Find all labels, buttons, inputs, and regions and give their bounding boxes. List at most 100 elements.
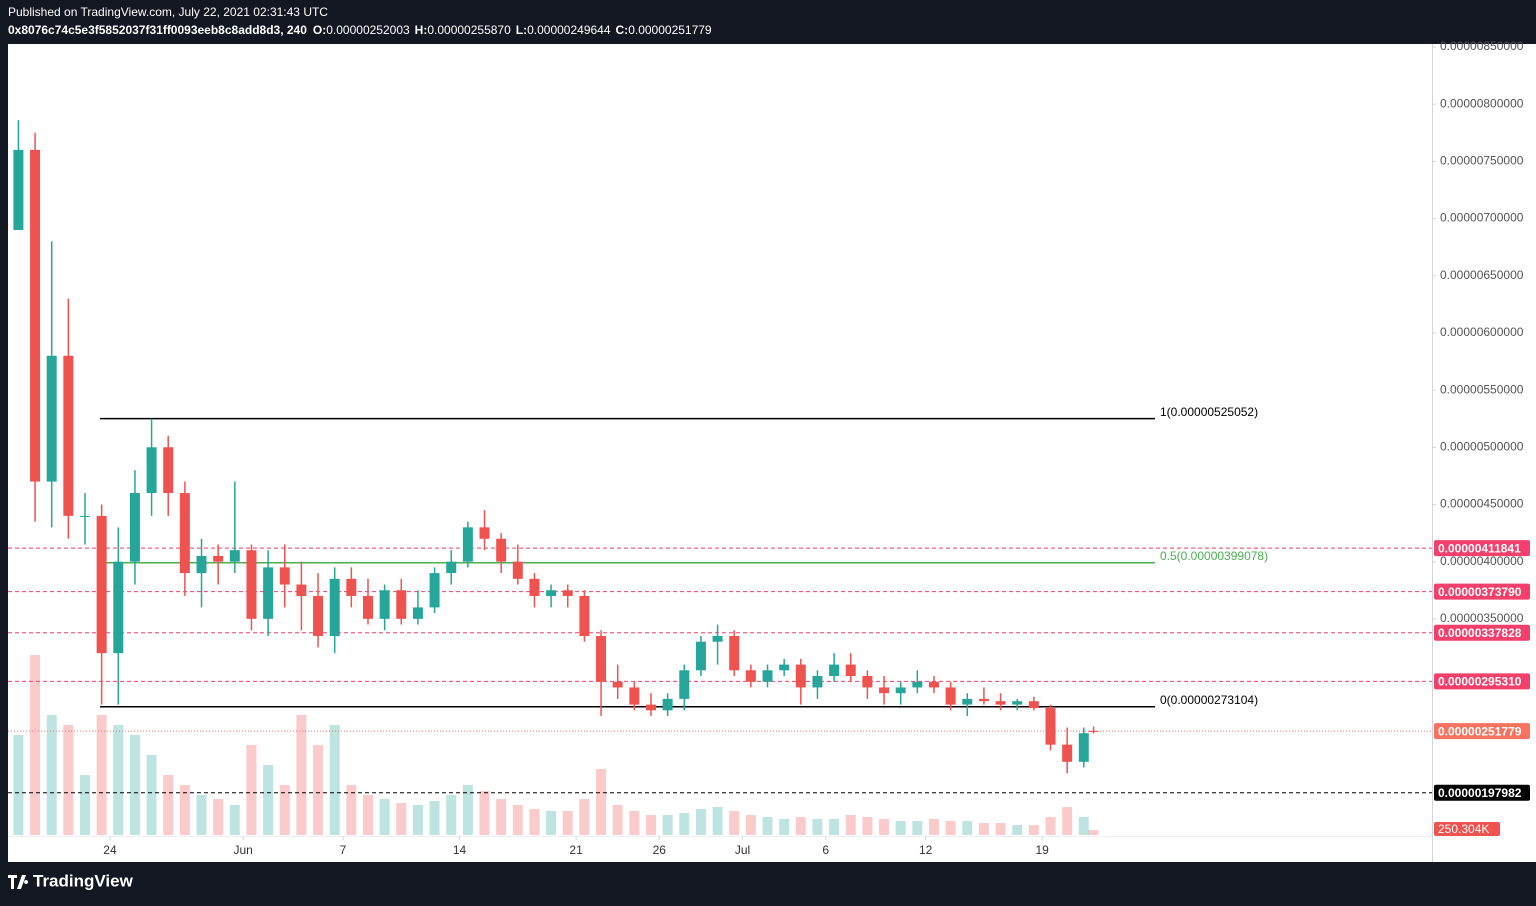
volume-bar	[346, 785, 357, 835]
volume-bar	[379, 799, 390, 835]
volume-bar	[662, 815, 673, 835]
price-badge-label: 0.00000337828	[1438, 626, 1522, 640]
volume-bar	[30, 655, 41, 835]
footer-logo: TradingView	[8, 871, 134, 890]
price-badge	[1434, 723, 1530, 740]
x-tick-label: 14	[453, 843, 467, 857]
candle-body	[612, 681, 623, 688]
symbol: 0x8076c74c5e3f5852037f31ff0093eeb8c8add8…	[8, 23, 307, 37]
volume-bar	[645, 815, 656, 835]
volume-bar	[546, 811, 557, 835]
candle-body	[446, 561, 457, 574]
candle-body	[978, 698, 989, 702]
candle-body	[745, 670, 756, 682]
volume-badge	[1434, 822, 1500, 836]
volume-bar	[812, 819, 823, 835]
candle-body	[712, 635, 723, 642]
y-tick-label: 0.00000750000	[1440, 154, 1524, 168]
volume-bar	[412, 805, 423, 835]
x-tick-label: 24	[103, 843, 117, 857]
volume-bar	[129, 735, 140, 835]
candle-body	[163, 447, 174, 494]
x-tick-label: 21	[569, 843, 583, 857]
volume-bar	[912, 821, 923, 835]
fib-label: 0.5(0.00000399078)	[1160, 549, 1268, 563]
volume-bar	[945, 821, 956, 835]
logo-mark	[8, 875, 29, 889]
price-badge-label: 0.00000251779	[1438, 724, 1522, 738]
volume-pane	[13, 655, 1099, 835]
candle-body	[279, 567, 290, 585]
volume-bar	[113, 725, 124, 835]
candle-body	[928, 681, 939, 688]
candle-body	[845, 664, 856, 677]
symbol-line: 0x8076c74c5e3f5852037f31ff0093eeb8c8add8…	[8, 23, 712, 37]
candle-body	[1078, 733, 1089, 762]
volume-bar	[429, 801, 440, 835]
ohlc-value: 0.00000252003	[326, 23, 410, 37]
candle-body	[579, 595, 590, 636]
candle-body	[1062, 744, 1073, 762]
volume-bar	[712, 807, 723, 835]
candle-body	[213, 555, 224, 562]
volume-bar	[79, 775, 90, 835]
ohlc-key: L:	[516, 23, 527, 37]
y-tick-label: 0.00000350000	[1440, 611, 1524, 625]
candle-body	[129, 493, 140, 562]
volume-bar	[995, 823, 1006, 835]
candle-body	[412, 607, 423, 619]
price-badge-label: 0.00000373790	[1438, 585, 1522, 599]
candle-body	[296, 584, 307, 596]
candle-body	[46, 355, 57, 482]
volume-bar	[895, 821, 906, 835]
candle-body	[562, 590, 573, 596]
x-tick-label: 26	[653, 843, 667, 857]
candle-body	[229, 550, 240, 562]
volume-bar	[862, 817, 873, 835]
y-tick-label: 0.00000400000	[1440, 554, 1524, 568]
candle-body	[196, 555, 207, 574]
volume-bar	[246, 745, 257, 835]
fib-label: 1(0.00000525052)	[1160, 405, 1258, 419]
y-tick-label: 0.00000800000	[1440, 96, 1524, 110]
volume-bar	[462, 785, 473, 835]
volume-bar	[496, 799, 507, 835]
volume-bar	[1062, 807, 1073, 835]
volume-bar	[479, 791, 490, 835]
price-badge	[1434, 784, 1530, 801]
candle-body	[462, 527, 473, 562]
candle-body	[546, 590, 557, 596]
candle-body	[529, 578, 540, 596]
price-badge	[1434, 624, 1530, 641]
y-tick-label: 0.00000450000	[1440, 497, 1524, 511]
candle-body	[263, 567, 274, 619]
candle-body	[945, 687, 956, 705]
candle-body	[795, 664, 806, 688]
candle-body	[30, 149, 41, 482]
volume-bar	[96, 715, 107, 835]
candle-body	[862, 676, 873, 688]
volume-bar	[928, 819, 939, 835]
price-badge-label: 0.00000295310	[1438, 675, 1522, 689]
price-badge-label: 0.00000411841	[1438, 541, 1521, 555]
candle-body	[912, 681, 923, 688]
candle-body	[313, 595, 324, 636]
volume-bar	[196, 795, 207, 835]
volume-bar	[179, 785, 190, 835]
x-tick-label: 12	[919, 843, 933, 857]
candle-body	[762, 670, 773, 682]
candle-body	[96, 515, 107, 654]
volume-bar	[762, 817, 773, 835]
volume-bar	[978, 823, 989, 835]
candle-body	[1012, 701, 1023, 705]
volume-bar	[845, 815, 856, 835]
volume-bar	[745, 815, 756, 835]
candle-body	[346, 578, 357, 596]
price-badge-label: 0.00000197982	[1438, 786, 1522, 800]
ohlc-key: O:	[313, 23, 326, 37]
candle-body	[879, 687, 890, 694]
candle-body	[429, 573, 440, 608]
candle-body	[829, 664, 840, 677]
volume-bar	[829, 819, 840, 835]
price-badge	[1434, 540, 1530, 557]
